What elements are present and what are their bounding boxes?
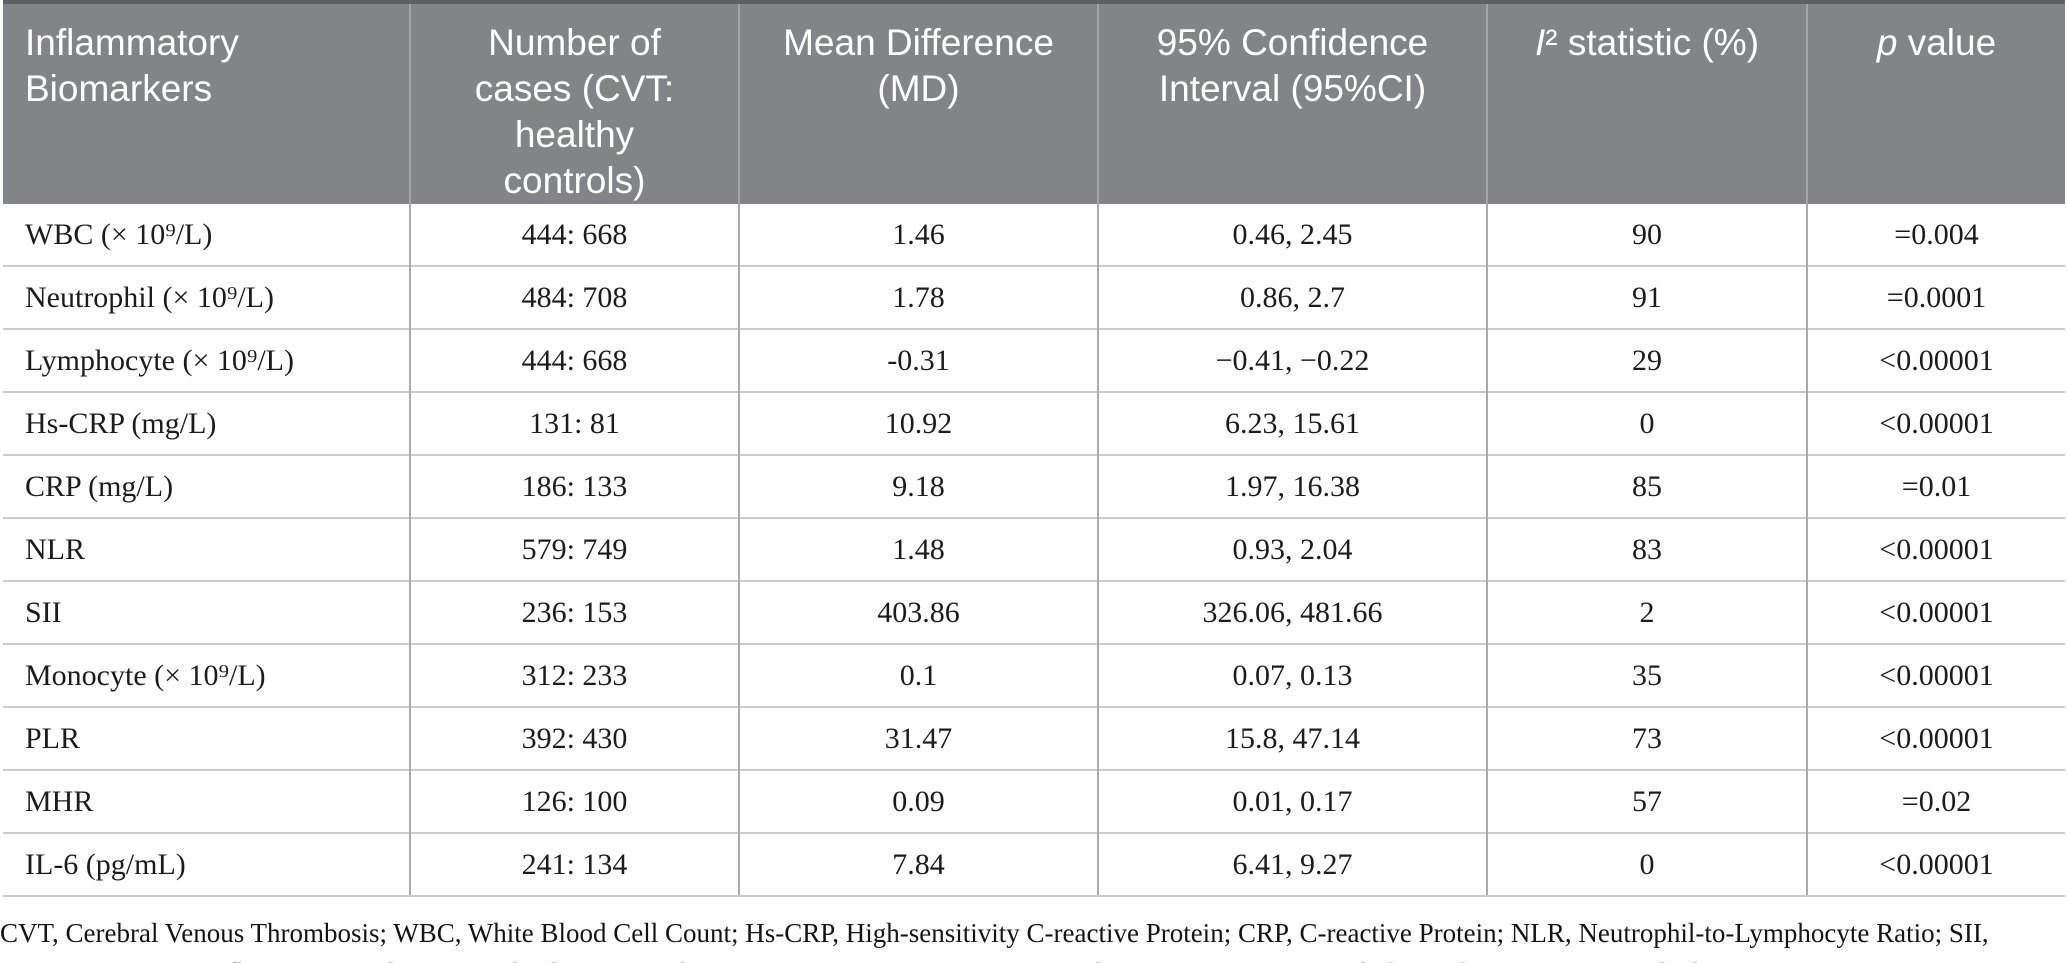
cell-confidence-interval: 1.97, 16.38 (1097, 454, 1487, 518)
cell-mean-difference: 0.1 (738, 643, 1098, 707)
cell-mean-difference: 1.48 (738, 517, 1098, 581)
cell-cases: 444: 668 (409, 204, 739, 266)
cell-p-value: <0.00001 (1806, 580, 2065, 644)
biomarkers-meta-analysis-table: Inflammatory Biomarkers Number of cases … (3, 0, 2065, 897)
cell-mean-difference: 1.78 (738, 265, 1098, 329)
table-body: WBC (× 10⁹/L) 444: 668 1.46 0.46, 2.45 9… (3, 204, 2065, 897)
table-row-neutrophil: Neutrophil (× 10⁹/L) 484: 708 1.78 0.86,… (3, 265, 2065, 329)
table-row-mhr: MHR 126: 100 0.09 0.01, 0.17 57 =0.02 (3, 769, 2065, 833)
table-row-hs-crp: Hs-CRP (mg/L) 131: 81 10.92 6.23, 15.61 … (3, 391, 2065, 455)
table-header: Inflammatory Biomarkers Number of cases … (3, 2, 2065, 204)
table-row-il6: IL-6 (pg/mL) 241: 134 7.84 6.41, 9.27 0 … (3, 832, 2065, 897)
cell-mean-difference: 10.92 (738, 391, 1098, 455)
cell-confidence-interval: 6.41, 9.27 (1097, 832, 1487, 897)
cell-cases: 186: 133 (409, 454, 739, 518)
cell-i2: 85 (1486, 454, 1807, 518)
table-row-nlr: NLR 579: 749 1.48 0.93, 2.04 83 <0.00001 (3, 517, 2065, 581)
cell-cases: 126: 100 (409, 769, 739, 833)
cell-i2: 57 (1486, 769, 1807, 833)
col-header-confidence-interval: 95% Confidence Interval (95%CI) (1097, 2, 1487, 204)
col-header-i2-statistic: I² statistic (%) (1486, 2, 1807, 204)
cell-confidence-interval: 0.07, 0.13 (1097, 643, 1487, 707)
cell-biomarker: MHR (3, 769, 410, 833)
cell-mean-difference: -0.31 (738, 328, 1098, 392)
header-row: Inflammatory Biomarkers Number of cases … (3, 2, 2065, 204)
table-row-crp: CRP (mg/L) 186: 133 9.18 1.97, 16.38 85 … (3, 454, 2065, 518)
cell-p-value: =0.02 (1806, 769, 2065, 833)
cell-biomarker: CRP (mg/L) (3, 454, 410, 518)
cell-cases: 579: 749 (409, 517, 739, 581)
cell-confidence-interval: 0.93, 2.04 (1097, 517, 1487, 581)
cell-mean-difference: 0.09 (738, 769, 1098, 833)
cell-confidence-interval: 0.46, 2.45 (1097, 204, 1487, 266)
cell-i2: 35 (1486, 643, 1807, 707)
col-header-label: Inflammatory Biomarkers (25, 22, 239, 109)
cell-biomarker: WBC (× 10⁹/L) (25, 217, 213, 251)
cell-cases: 131: 81 (409, 391, 739, 455)
col-header-label: Number of cases (CVT: healthy controls) (474, 22, 675, 201)
cell-cases: 236: 153 (409, 580, 739, 644)
cell-p-value: =0.0001 (1806, 265, 2065, 329)
cell-i2: 29 (1486, 328, 1807, 392)
cell-i2: 0 (1486, 832, 1807, 897)
cell-biomarker: Monocyte (× 10⁹/L) (3, 643, 410, 707)
col-header-label: Mean Difference (MD) (783, 22, 1054, 109)
col-header-p-value: p value (1806, 2, 2065, 204)
cell-i2: 73 (1486, 706, 1807, 770)
cell-cases: 392: 430 (409, 706, 739, 770)
cell-p-value: <0.00001 (1806, 328, 2065, 392)
cell-p-value: <0.00001 (1806, 706, 2065, 770)
col-header-inflammatory-biomarkers: Inflammatory Biomarkers (3, 2, 410, 204)
cell-p-value: <0.00001 (1806, 391, 2065, 455)
cell-i2: 91 (1486, 265, 1807, 329)
cell-cases: 312: 233 (409, 643, 739, 707)
cell-mean-difference: 9.18 (738, 454, 1098, 518)
col-header-number-of-cases: Number of cases (CVT: healthy controls) (409, 2, 739, 204)
cell-biomarker: PLR (3, 706, 410, 770)
cell-mean-difference: 403.86 (738, 580, 1098, 644)
table-footnote: CVT, Cerebral Venous Thrombosis; WBC, Wh… (0, 918, 1989, 963)
cell-confidence-interval: −0.41, −0.22 (1097, 328, 1487, 392)
cell-confidence-interval: 326.06, 481.66 (1097, 580, 1487, 644)
table-row-wbc: WBC (× 10⁹/L) 444: 668 1.46 0.46, 2.45 9… (3, 204, 2065, 266)
cell-confidence-interval: 0.86, 2.7 (1097, 265, 1487, 329)
cell-i2: 90 (1486, 204, 1807, 266)
cell-mean-difference: 31.47 (738, 706, 1098, 770)
cell-p-value: <0.00001 (1806, 832, 2065, 897)
cell-biomarker: Hs-CRP (mg/L) (3, 391, 410, 455)
cell-p-value: =0.01 (1806, 454, 2065, 518)
cell-biomarker: IL-6 (pg/mL) (3, 832, 410, 897)
table-row-monocyte: Monocyte (× 10⁹/L) 312: 233 0.1 0.07, 0.… (3, 643, 2065, 707)
col-header-label: 95% Confidence Interval (95%CI) (1156, 22, 1429, 109)
cell-biomarker: SII (3, 580, 410, 644)
col-header-mean-difference: Mean Difference (MD) (738, 2, 1098, 204)
cell-cases: 241: 134 (409, 832, 739, 897)
cell-biomarker: Lymphocyte (× 10⁹/L) (3, 328, 410, 392)
cell-confidence-interval: 6.23, 15.61 (1097, 391, 1487, 455)
cell-p-value: <0.00001 (1806, 643, 2065, 707)
cell-mean-difference: 1.46 (738, 204, 1098, 266)
cell-cases: 484: 708 (409, 265, 739, 329)
cell-biomarker: NLR (3, 517, 410, 581)
cell-confidence-interval: 15.8, 47.14 (1097, 706, 1487, 770)
cell-i2: 2 (1486, 580, 1807, 644)
cell-biomarker: Neutrophil (× 10⁹/L) (3, 265, 410, 329)
table-row-sii: SII 236: 153 403.86 326.06, 481.66 2 <0.… (3, 580, 2065, 644)
table-row-lymphocyte: Lymphocyte (× 10⁹/L) 444: 668 -0.31 −0.4… (3, 328, 2065, 392)
col-header-label: p value (1876, 22, 1997, 63)
cell-cases: 444: 668 (409, 328, 739, 392)
cell-p-value: <0.00001 (1806, 517, 2065, 581)
cell-p-value: =0.004 (1806, 204, 2065, 266)
table-row-plr: PLR 392: 430 31.47 15.8, 47.14 73 <0.000… (3, 706, 2065, 770)
cell-i2: 0 (1486, 391, 1807, 455)
cell-confidence-interval: 0.01, 0.17 (1097, 769, 1487, 833)
col-header-label: I² statistic (%) (1534, 22, 1760, 63)
cell-i2: 83 (1486, 517, 1807, 581)
cell-mean-difference: 7.84 (738, 832, 1098, 897)
